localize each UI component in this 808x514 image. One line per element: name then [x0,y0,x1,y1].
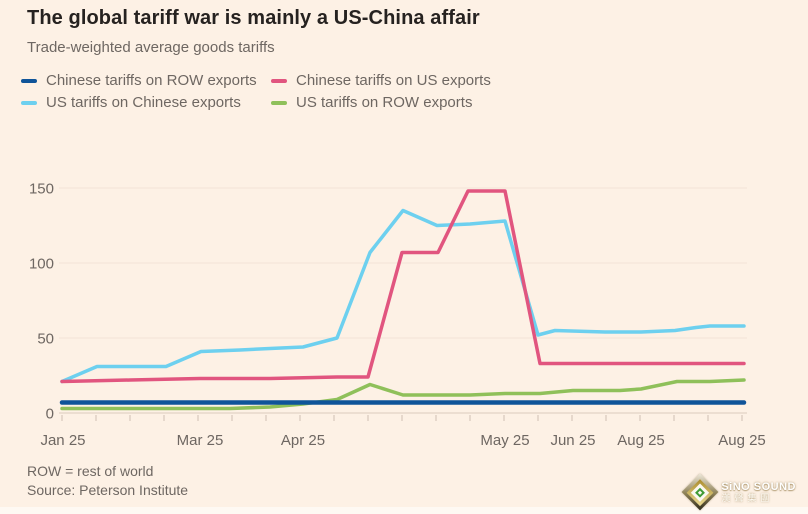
bottom-strip [0,507,808,514]
legend-item-1: Chinese tariffs on ROW exports [21,72,271,89]
y-axis-label-150: 150 [29,181,54,198]
legend-marker [21,78,37,83]
x-axis-label-7: Aug 25 [718,432,766,449]
y-axis-label-0: 0 [46,406,54,423]
diamond-logo-icon [681,473,719,511]
x-axis-label-1: Jan 25 [40,432,85,449]
legend-marker [21,100,37,105]
legend-label: US tariffs on Chinese exports [46,94,241,111]
footnote: ROW = rest of world [27,463,154,479]
legend-item-2: Chinese tariffs on US exports [271,72,491,89]
x-axis-label-6: Aug 25 [617,432,665,449]
y-axis-label-100: 100 [29,256,54,273]
series-line-us-tariffs-on-chinese-exports [60,208,746,384]
legend-item-3: US tariffs on Chinese exports [21,94,271,111]
x-axis-label-5: Jun 25 [550,432,595,449]
x-axis-label-4: May 25 [480,432,529,449]
legend-marker [271,100,287,105]
x-axis-label-3: Apr 25 [281,432,325,449]
legend-label: Chinese tariffs on US exports [296,72,491,89]
chart-title: The global tariff war is mainly a US-Chi… [27,7,480,29]
chart-footer: ROW = rest of world Source: Peterson Ins… [27,462,188,500]
watermark-name: SiNO SOUND [721,480,796,493]
watermark-chinese-name: 漢聲集團 [721,493,774,504]
legend: Chinese tariffs on ROW exports Chinese ta… [21,72,491,111]
y-axis-label-50: 50 [37,331,54,348]
series-line-us-tariffs-on-row-exports [60,378,746,411]
legend-item-4: US tariffs on ROW exports [271,94,491,111]
chart-subtitle: Trade-weighted average goods tariffs [27,39,275,56]
x-axis-label-2: Mar 25 [177,432,224,449]
source-note: Source: Peterson Institute [27,482,189,498]
legend-marker [271,78,287,83]
sino-sound-logo: SiNO SOUND 漢聲集團 [681,473,796,511]
legend-label: Chinese tariffs on ROW exports [46,72,257,89]
series-line-chinese-tariffs-on-us-exports [60,189,746,384]
legend-label: US tariffs on ROW exports [296,94,473,111]
